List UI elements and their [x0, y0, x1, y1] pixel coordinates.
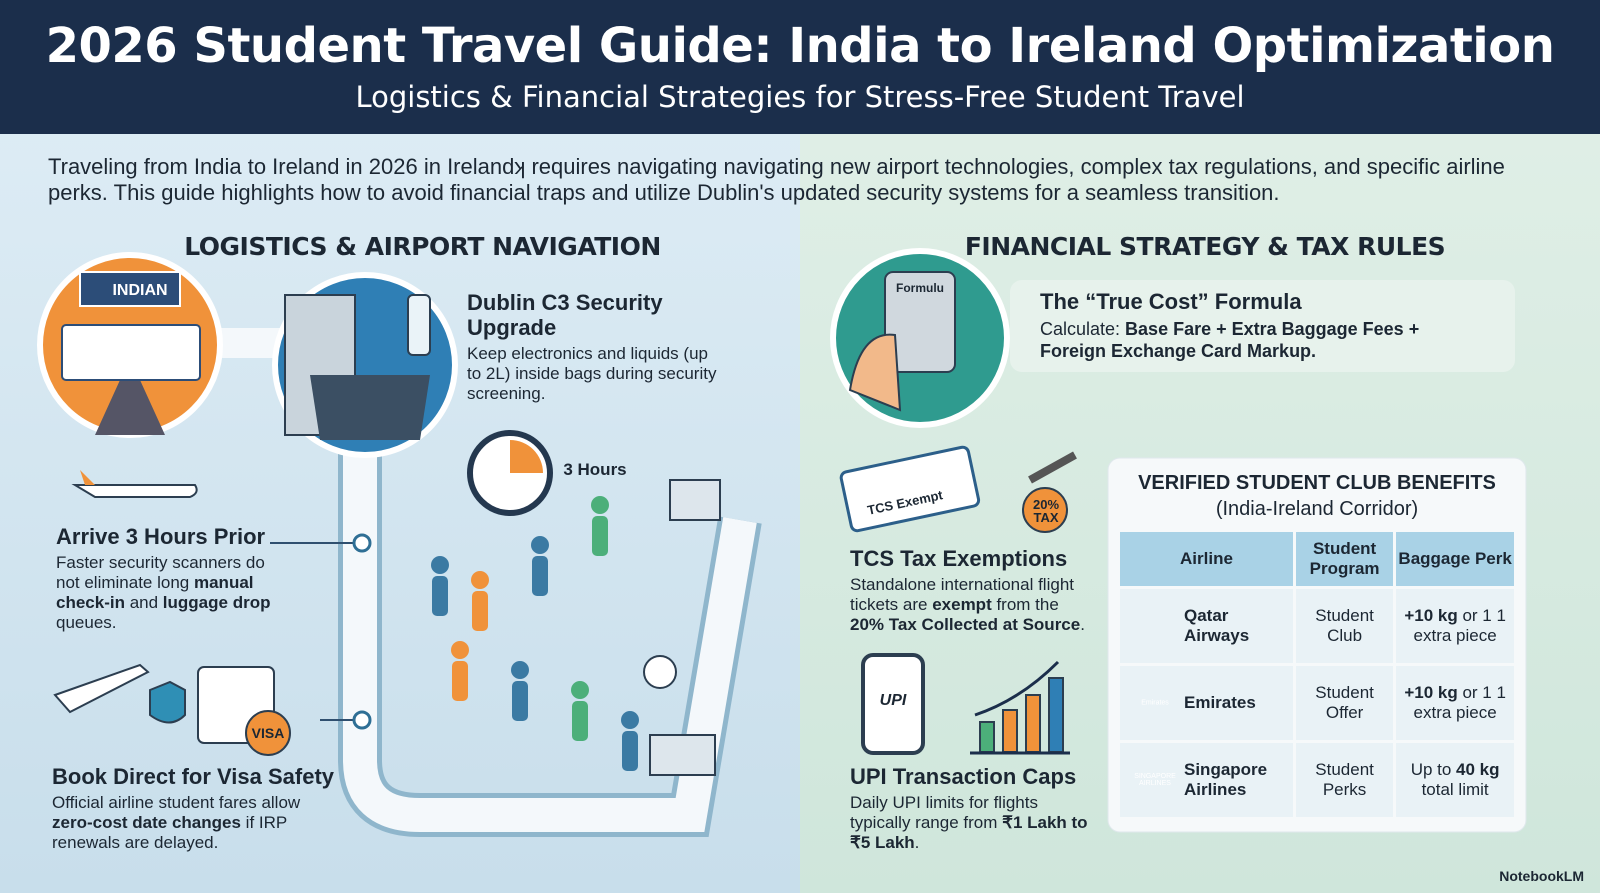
sign-label: INDIAN	[112, 282, 168, 299]
item-title: Dublin C3 Security Upgrade	[467, 290, 663, 340]
table-row: Singapore Airlines SINGAPORE AIRLINES Stud…	[1120, 743, 1514, 817]
info-item: TCS Tax Exemptions Standalone internatio…	[850, 546, 1095, 635]
text-run: if IRP renewals are delayed.	[52, 813, 287, 852]
airline-name: Emirates	[1184, 693, 1256, 712]
item-body: Faster security scanners do not eliminat…	[56, 553, 281, 633]
item-body: Standalone international flight tickets …	[850, 575, 1095, 635]
info-item: UPI Transaction Caps Daily UPI limits fo…	[850, 764, 1090, 853]
text-run: queues.	[56, 613, 117, 632]
airline-cell: Emirates Emirates	[1120, 666, 1293, 740]
text-run: +10 kg	[1404, 606, 1458, 625]
info-item: Book Direct for Visa Safety Official air…	[52, 764, 342, 853]
section-heading: LOGISTICS & AIRPORT NAVIGATION	[184, 232, 661, 261]
calculator-label: Formulu	[896, 281, 944, 295]
subtitle: Logistics & Financial Strategies for Str…	[355, 80, 1245, 114]
item-body: Daily UPI limits for flights typically r…	[850, 793, 1090, 853]
program-cell: Student Club	[1295, 589, 1394, 663]
text-run: manual check-in	[56, 573, 254, 612]
text-run: Keep electronics and liquids (up to 2L) …	[467, 344, 717, 403]
header-row: Airline Student Program Baggage Perk	[1120, 532, 1514, 586]
tax-label: 20% TAX	[1032, 497, 1060, 525]
column-header: Student Program	[1295, 532, 1394, 586]
formula-body: Calculate: Base Fare + Extra Baggage Fee…	[1040, 318, 1440, 362]
table-heading: VERIFIED STUDENT CLUB BENEFITS (India-Ir…	[1108, 472, 1526, 521]
info-item: Arrive 3 Hours Prior Faster security sca…	[56, 524, 281, 633]
formula-card: The “True Cost” Formula Calculate: Base …	[1040, 289, 1440, 362]
airline-name: Singapore Airlines	[1184, 760, 1268, 799]
item-title: TCS Tax Exemptions	[850, 546, 1068, 571]
text-run: .	[914, 833, 920, 852]
text-run: ₹1 Lakh to ₹5 Lakh	[850, 813, 1088, 852]
intro: Traveling from India to Ireland in 2026 …	[48, 154, 1505, 205]
text-run: from the	[991, 595, 1059, 614]
perk-cell: Up to 40 kg total limit	[1396, 743, 1514, 817]
text-run: Up to	[1410, 760, 1457, 779]
table-title: VERIFIED STUDENT CLUB BENEFITS	[1138, 472, 1496, 494]
program-cell: Student Offer	[1295, 666, 1394, 740]
table-subtitle: (India-Ireland Corridor)	[1215, 498, 1419, 520]
text-run: +10 kg	[1404, 683, 1458, 702]
text-run: luggage drop	[162, 593, 271, 612]
table-row: Emirates Emirates Student Offer +10 kg or 1…	[1120, 666, 1514, 740]
text-run: 40 kg	[1456, 760, 1500, 779]
footer-brand: NotebookLM	[1499, 868, 1584, 884]
item-body: Official airline student fares allow zer…	[52, 793, 342, 853]
perk-cell: +10 kg or 1 1 extra piece	[1396, 589, 1514, 663]
text-run: .	[1080, 615, 1085, 634]
perk-cell: +10 kg or 1 1 extra piece	[1396, 666, 1514, 740]
text-run: Official airline student fares allow	[52, 793, 301, 812]
text-run: Standalone international flight tickets …	[850, 575, 1074, 614]
info-item: Dublin C3 Security Upgrade Keep electron…	[467, 290, 717, 404]
formula-title: The “True Cost” Formula	[1040, 289, 1302, 314]
program-cell: Student Perks	[1295, 743, 1394, 817]
text-run: and	[124, 593, 163, 612]
airline-cell: Qatar Airways	[1120, 589, 1293, 663]
table-body: Qatar Airways Student Club +10 kg or 1 1 e…	[1120, 589, 1514, 817]
benefits-table: Airline Student Program Baggage Perk Qatar…	[1117, 529, 1517, 820]
text-run: 20% Tax Collected at Source	[850, 615, 1081, 634]
item-title: UPI Transaction Caps	[850, 764, 1077, 789]
title: 2026 Student Travel Guide: India to Irel…	[45, 18, 1555, 74]
airline-logo-text: Emirates	[1141, 699, 1169, 707]
text-run: exempt	[932, 595, 992, 614]
airline-cell: Singapore Airlines SINGAPORE AIRLINES	[1120, 743, 1293, 817]
column-header: Baggage Perk	[1396, 532, 1514, 586]
item-body: Keep electronics and liquids (up to 2L) …	[467, 344, 717, 404]
visa-label: VISA	[251, 725, 285, 741]
airline-logo-text: SINGAPORE AIRLINES	[1134, 773, 1176, 787]
text-run: total limit	[1421, 780, 1489, 799]
airline-name: Qatar Airways	[1184, 606, 1250, 645]
text-run: or 1 1 extra piece	[1413, 606, 1506, 645]
text-run: Daily UPI limits for flights typically r…	[850, 793, 1038, 832]
text-run: or 1 1 extra piece	[1413, 683, 1506, 722]
section-heading: FINANCIAL STRATEGY & TAX RULES	[964, 232, 1446, 261]
text-run: Faster security scanners do not eliminat…	[56, 553, 265, 592]
item-title: Arrive 3 Hours Prior	[56, 524, 266, 549]
column-header: Airline	[1120, 532, 1293, 586]
table-row: Qatar Airways Student Club +10 kg or 1 1 e…	[1120, 589, 1514, 663]
text-run: zero-cost date changes	[52, 813, 241, 832]
phone-label: UPI	[879, 692, 907, 709]
text-run: Base Fare + Extra Baggage Fees + Foreign…	[1040, 319, 1420, 361]
text-run: Calculate:	[1040, 319, 1126, 339]
clock-label: 3 Hours	[563, 460, 627, 479]
item-title: Book Direct for Visa Safety	[52, 764, 335, 789]
